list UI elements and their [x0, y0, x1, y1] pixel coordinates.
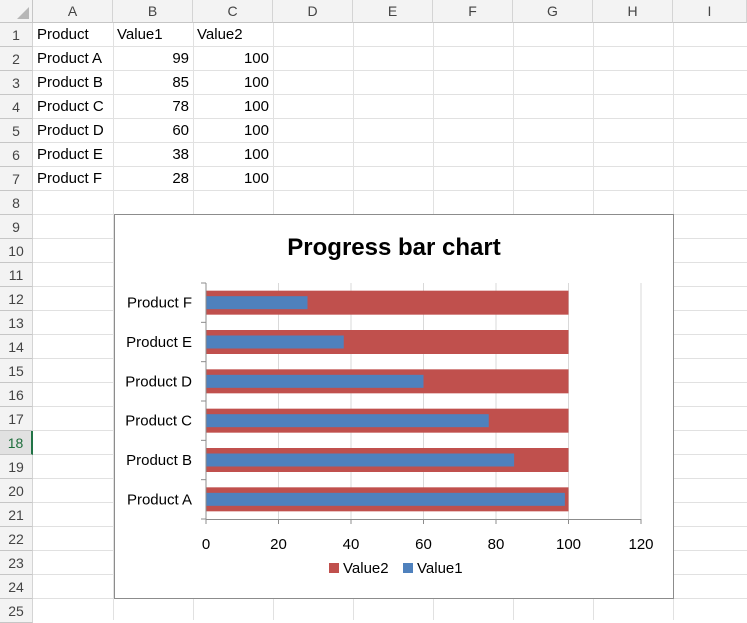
row-header-14[interactable]: 14: [0, 335, 33, 359]
value-cell[interactable]: 100: [243, 50, 269, 67]
x-tick-label: 0: [202, 536, 210, 553]
row-header-11[interactable]: 11: [0, 263, 33, 287]
row-header-12[interactable]: 12: [0, 287, 33, 311]
x-tick-label: 40: [343, 536, 360, 553]
row-header-8[interactable]: 8: [0, 191, 33, 215]
legend-label-value1[interactable]: Value1: [417, 560, 463, 577]
product-name-cell[interactable]: Product D: [37, 122, 104, 139]
y-category-label: Product F: [127, 295, 192, 312]
value-cell[interactable]: 78: [172, 98, 189, 115]
product-name-cell[interactable]: Product E: [37, 146, 103, 163]
row-header-3[interactable]: 3: [0, 71, 33, 95]
y-category-label: Product C: [125, 413, 192, 430]
column-header-e[interactable]: E: [353, 0, 433, 23]
product-name-cell[interactable]: Product C: [37, 98, 104, 115]
row-header-23[interactable]: 23: [0, 551, 33, 575]
value-cell[interactable]: 100: [243, 98, 269, 115]
bar-value1-product-f[interactable]: [206, 296, 308, 310]
chart-title: Progress bar chart: [287, 234, 500, 261]
legend-label-value2[interactable]: Value2: [343, 560, 389, 577]
bar-value1-product-d[interactable]: [206, 374, 424, 388]
chart-gridlines: [205, 283, 642, 519]
value-cell[interactable]: 85: [172, 74, 189, 91]
bar-value1-product-a[interactable]: [206, 492, 565, 506]
header-cell[interactable]: Product: [37, 26, 89, 43]
chart-legend[interactable]: Value2 Value1: [329, 560, 463, 577]
product-name-cell[interactable]: Product F: [37, 170, 103, 187]
row-header-15[interactable]: 15: [0, 359, 33, 383]
value-cell[interactable]: 60: [172, 122, 189, 139]
legend-swatch-value2: [329, 563, 339, 573]
column-header-b[interactable]: B: [113, 0, 193, 23]
x-tick-label: 20: [270, 536, 287, 553]
row-header-20[interactable]: 20: [0, 479, 33, 503]
x-tick-label: 80: [488, 536, 505, 553]
row-header-16[interactable]: 16: [0, 383, 33, 407]
y-category-label: Product D: [125, 373, 192, 390]
row-header-10[interactable]: 10: [0, 239, 33, 263]
column-header-h[interactable]: H: [593, 0, 673, 23]
value-cell[interactable]: 100: [243, 170, 269, 187]
row-header-7[interactable]: 7: [0, 167, 33, 191]
row-header-2[interactable]: 2: [0, 47, 33, 71]
row-header-6[interactable]: 6: [0, 143, 33, 167]
y-category-label: Product A: [127, 491, 192, 508]
value-cell[interactable]: 99: [172, 50, 189, 67]
row-header-4[interactable]: 4: [0, 95, 33, 119]
row-header-25[interactable]: 25: [0, 599, 33, 623]
x-tick-label: 100: [556, 536, 581, 553]
header-cell[interactable]: Value2: [197, 26, 243, 43]
value-cell[interactable]: 38: [172, 146, 189, 163]
chart-canvas: Progress bar chart 0 20 40 60 80 100 120 Produc…: [125, 234, 654, 577]
column-header-d[interactable]: D: [273, 0, 353, 23]
row-header-24[interactable]: 24: [0, 575, 33, 599]
bar-value1-product-e[interactable]: [206, 335, 344, 349]
x-tick-label: 120: [628, 536, 653, 553]
product-name-cell[interactable]: Product A: [37, 50, 103, 67]
row-header-9[interactable]: 9: [0, 215, 33, 239]
row-header-1[interactable]: 1: [0, 23, 33, 47]
row-header-22[interactable]: 22: [0, 527, 33, 551]
x-tick-label: 60: [415, 536, 432, 553]
bar-value1-product-b[interactable]: [206, 453, 515, 467]
legend-swatch-value1: [403, 563, 413, 573]
column-header-c[interactable]: C: [193, 0, 273, 23]
row-header-18[interactable]: 18: [0, 431, 33, 455]
y-category-label: Product E: [126, 334, 192, 351]
bar-value1-product-c[interactable]: [206, 414, 489, 428]
y-category-label: Product B: [126, 452, 192, 469]
chart-axes: 0 20 40 60 80 100 120 Product A Product B Product…: [125, 282, 654, 553]
row-header-5[interactable]: 5: [0, 119, 33, 143]
column-header-g[interactable]: G: [513, 0, 593, 23]
row-header-21[interactable]: 21: [0, 503, 33, 527]
value-cell[interactable]: 100: [243, 74, 269, 91]
row-header-19[interactable]: 19: [0, 455, 33, 479]
row-header-13[interactable]: 13: [0, 311, 33, 335]
value-cell[interactable]: 100: [243, 146, 269, 163]
column-header-f[interactable]: F: [433, 0, 513, 23]
value-cell[interactable]: 28: [172, 170, 189, 187]
select-all-corner[interactable]: [0, 0, 33, 23]
row-header-17[interactable]: 17: [0, 407, 33, 431]
progress-bar-chart[interactable]: Progress bar chart 0 20 40 60 80 100 120 Produc…: [114, 214, 674, 599]
value-cell[interactable]: 100: [243, 122, 269, 139]
header-cell[interactable]: Value1: [117, 26, 163, 43]
column-header-a[interactable]: A: [33, 0, 113, 23]
product-name-cell[interactable]: Product B: [37, 74, 103, 91]
chart-bars: [206, 290, 569, 512]
